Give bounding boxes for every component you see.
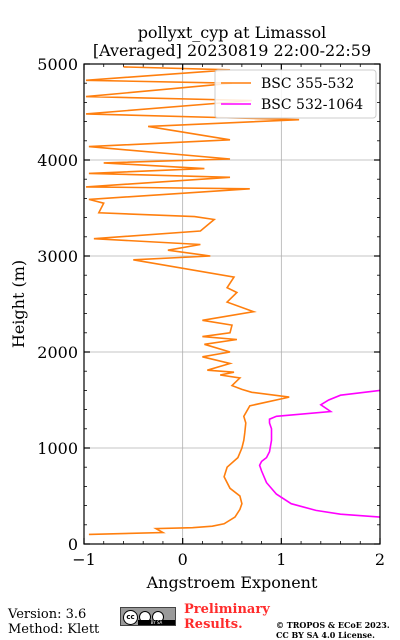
series-line-1 — [85, 66, 300, 536]
cc-icon: cc — [123, 610, 138, 625]
preliminary-results-label: Preliminary Results. — [184, 602, 270, 632]
chart-title-line1: pollyxt_cyp at Limassol — [137, 23, 327, 42]
copyright-line-1: © TROPOS & ECoE 2023. — [276, 620, 390, 630]
cc-license-badge: cc BY SA — [120, 607, 176, 626]
y-tick-label: 4000 — [37, 151, 78, 170]
chart-title-line2: [Averaged] 20230819 22:00-22:59 — [92, 41, 372, 60]
y-tick-label: 5000 — [37, 55, 78, 74]
x-tick-label: 2 — [375, 550, 385, 569]
legend-label-2: BSC 532-1064 — [261, 97, 363, 113]
legend-label-1: BSC 355-532 — [261, 76, 354, 92]
plot-frame — [83, 63, 381, 545]
y-tick-label: 3000 — [37, 247, 78, 266]
legend-box — [214, 69, 377, 119]
x-tick-label: 1 — [276, 550, 286, 569]
copyright-line-2: CC BY SA 4.0 License. — [276, 630, 375, 640]
x-tick-label: 0 — [178, 550, 188, 569]
x-axis-label: Angstroem Exponent — [146, 573, 318, 592]
y-tick-label: 2000 — [37, 343, 78, 362]
y-tick-label: 0 — [68, 535, 78, 554]
y-axis-label: Height (m) — [9, 260, 28, 348]
series-line-2 — [258, 389, 380, 518]
legend: BSC 355-532 BSC 532-1064 — [214, 69, 377, 119]
y-tick-label: 1000 — [37, 439, 78, 458]
copyright-label: © TROPOS & ECoE 2023. CC BY SA 4.0 Licen… — [276, 620, 390, 640]
version-label: Version: 3.6 — [8, 607, 87, 622]
x-tick-label: −1 — [72, 550, 96, 569]
license-badge-text: BY SA — [138, 620, 175, 625]
method-label: Method: Klett — [8, 622, 100, 637]
